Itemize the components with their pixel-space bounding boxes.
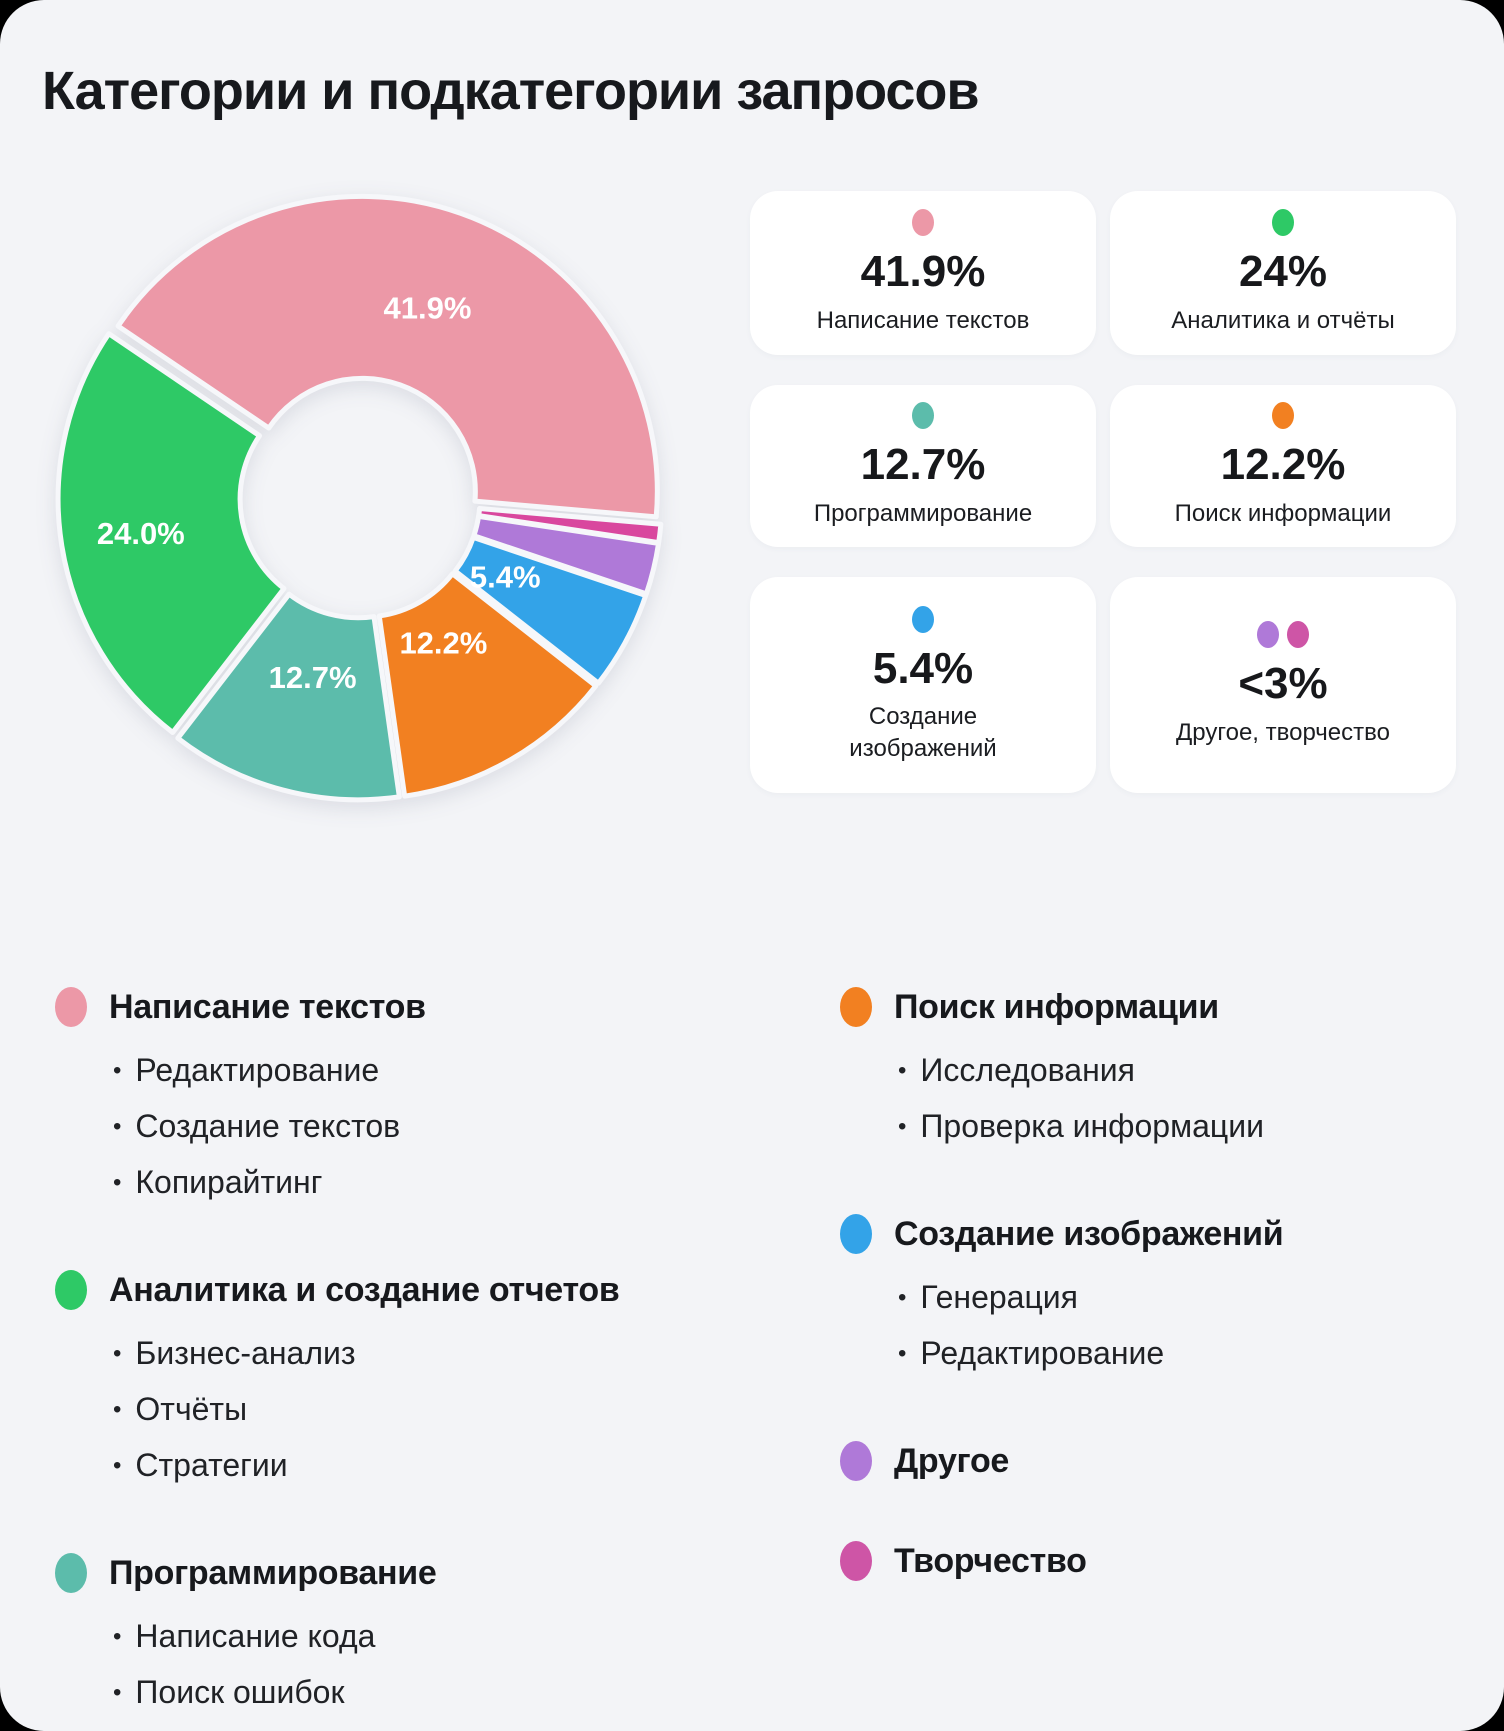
legend-subcategory-item: Отчёты <box>113 1383 745 1439</box>
category-dots <box>912 402 934 430</box>
donut-slice <box>376 571 599 799</box>
donut-slice <box>55 331 287 736</box>
legend-group: Создание изображений ГенерацияРедактирова… <box>840 1212 1460 1383</box>
stat-card: 5.4% Создание изображений <box>750 577 1096 793</box>
card-label: Другое, творчество <box>1176 718 1390 746</box>
legend-subcategory-list: ИсследованияПроверка информации <box>898 1044 1460 1156</box>
legend-left-column: Написание текстов РедактированиеСоздание … <box>55 985 745 1731</box>
category-dot-icon <box>55 987 87 1027</box>
category-dot-icon <box>840 1441 872 1481</box>
legend-group-header: Создание изображений <box>840 1212 1460 1256</box>
stat-card: 24% Аналитика и отчёты <box>1110 191 1456 355</box>
category-dot-icon <box>840 987 872 1027</box>
donut-slice-label: 41.9% <box>384 291 472 326</box>
card-percent: 24% <box>1238 247 1328 297</box>
legend-group-title: Создание изображений <box>894 1214 1284 1253</box>
legend-subcategory-item: Копирайтинг <box>113 1156 745 1212</box>
stat-card: 12.7% Программирование <box>750 385 1096 547</box>
category-dot-icon <box>55 1553 87 1593</box>
card-percent: 41.9% <box>860 247 986 297</box>
legend-group: Другое <box>840 1439 1460 1483</box>
legend-subcategory-item: Поиск ошибок <box>113 1666 745 1722</box>
card-label: Создание изображений <box>849 703 997 762</box>
card-percent: 12.2% <box>1220 440 1346 490</box>
card-label: Программирование <box>813 499 1033 527</box>
legend-subcategory-item: Стратегии <box>113 1439 745 1495</box>
legend-group-title: Написание текстов <box>109 987 426 1026</box>
category-dot-icon <box>1272 402 1294 430</box>
legend-subcategory-list: ГенерацияРедактирование <box>898 1271 1460 1383</box>
category-dots <box>912 209 934 237</box>
category-dot-icon <box>912 402 934 430</box>
card-label: Написание текстов <box>816 306 1030 334</box>
stat-card: <3% Другое, творчество <box>1110 577 1456 793</box>
legend-subcategory-list: Написание кодаПоиск ошибок <box>113 1610 745 1722</box>
legend-group: Поиск информации ИсследованияПроверка инф… <box>840 985 1460 1156</box>
legend-group: Аналитика и создание отчетов Бизнес-анали… <box>55 1268 745 1495</box>
legend-subcategory-list: РедактированиеСоздание текстовКопирайтин… <box>113 1044 745 1212</box>
legend-group-title: Другое <box>894 1441 1010 1480</box>
category-dot-icon <box>912 605 934 633</box>
card-percent: 5.4% <box>872 643 974 693</box>
legend-group-title: Творчество <box>894 1541 1087 1580</box>
stat-card: 41.9% Написание текстов <box>750 191 1096 355</box>
legend-subcategory-item: Редактирование <box>898 1327 1460 1383</box>
legend-subcategory-item: Проверка информации <box>898 1100 1460 1156</box>
stat-card: 12.2% Поиск информации <box>1110 385 1456 547</box>
card-label: Поиск информации <box>1174 499 1392 527</box>
legend-group-header: Творчество <box>840 1539 1460 1583</box>
category-dot-icon <box>840 1214 872 1254</box>
stat-cards-grid: 41.9% Написание текстов 24% Аналитика и отч… <box>750 191 1456 793</box>
legend-group-header: Поиск информации <box>840 985 1460 1029</box>
donut-slice-label: 12.7% <box>269 660 357 695</box>
legend-group-header: Другое <box>840 1439 1460 1483</box>
donut-slice-label: 12.2% <box>399 626 487 661</box>
legend-subcategory-item: Генерация <box>898 1271 1460 1327</box>
legend-group-title: Программирование <box>109 1553 437 1592</box>
donut-slice-label: 24.0% <box>97 516 185 551</box>
card-percent: <3% <box>1238 659 1328 709</box>
category-dot-icon <box>1272 209 1294 237</box>
legend-group: Написание текстов РедактированиеСоздание … <box>55 985 745 1212</box>
legend-right-column: Поиск информации ИсследованияПроверка инф… <box>840 985 1460 1639</box>
category-dot-icon <box>55 1270 87 1310</box>
category-dots <box>1257 621 1309 649</box>
donut-slice <box>452 534 649 686</box>
legend-subcategory-item: Исследования <box>898 1044 1460 1100</box>
legend-group: Творчество <box>840 1539 1460 1583</box>
legend-group-title: Аналитика и создание отчетов <box>109 1270 620 1309</box>
category-dot-icon <box>1287 621 1309 649</box>
legend-group-title: Поиск информации <box>894 987 1219 1026</box>
page-title: Категории и подкатегории запросов <box>42 61 980 121</box>
donut-chart: 41.9% 5.4% 12.2% 12.7% 24.0% <box>55 193 664 803</box>
card-label: Аналитика и отчёты <box>1171 306 1395 334</box>
legend-group-header: Аналитика и создание отчетов <box>55 1268 745 1312</box>
donut-slice <box>115 193 660 520</box>
legend-subcategory-item: Редактирование <box>113 1044 745 1100</box>
legend-group: Программирование Написание кодаПоиск ошиб… <box>55 1551 745 1722</box>
category-dot-icon <box>840 1541 872 1581</box>
donut-slice <box>175 591 402 803</box>
legend-subcategory-item: Создание текстов <box>113 1100 745 1156</box>
category-dot-icon <box>1257 621 1279 649</box>
category-dots <box>1272 402 1294 430</box>
category-dots <box>912 605 934 633</box>
category-dots <box>1272 209 1294 237</box>
legend-group-header: Написание текстов <box>55 985 745 1029</box>
legend-group-header: Программирование <box>55 1551 745 1595</box>
legend-subcategory-item: Написание кода <box>113 1610 745 1666</box>
legend-subcategory-item: Бизнес-анализ <box>113 1327 745 1383</box>
card-percent: 12.7% <box>860 440 986 490</box>
category-dot-icon <box>912 209 934 237</box>
legend-subcategory-list: Бизнес-анализОтчётыСтратегии <box>113 1327 745 1495</box>
donut-slice-label: 5.4% <box>470 559 541 594</box>
